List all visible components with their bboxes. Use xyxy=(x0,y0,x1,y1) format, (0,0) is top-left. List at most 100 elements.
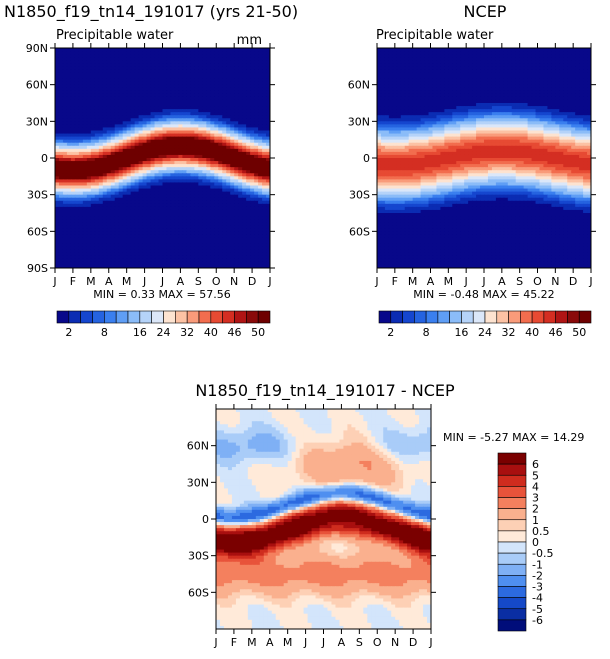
field-cell xyxy=(86,84,92,89)
field-cell xyxy=(178,209,184,214)
field-cell xyxy=(238,66,243,70)
field-cell xyxy=(86,66,92,70)
field-cell xyxy=(258,136,263,141)
field-cell xyxy=(246,228,251,232)
field-cell xyxy=(214,234,219,239)
field-cell xyxy=(146,133,152,138)
field-cell xyxy=(206,252,211,257)
field-cell xyxy=(186,139,191,144)
field-cell xyxy=(114,158,120,162)
field-cell xyxy=(150,219,156,223)
field-cell xyxy=(102,185,108,190)
field-cell xyxy=(182,246,187,251)
field-cell xyxy=(238,216,243,220)
field-cell xyxy=(250,197,255,202)
field-cell xyxy=(174,170,180,174)
field-cell xyxy=(106,161,112,165)
field-cell xyxy=(70,60,76,64)
field-cell xyxy=(174,258,180,263)
field-cell xyxy=(158,154,164,159)
field-cell xyxy=(122,206,128,211)
field-cell xyxy=(436,66,441,70)
field-cell xyxy=(404,87,410,92)
field-cell xyxy=(134,118,140,122)
field-cell xyxy=(242,158,247,162)
field-cell xyxy=(114,209,120,214)
field-cell xyxy=(118,161,124,165)
field-cell xyxy=(230,121,235,125)
field-cell xyxy=(142,103,148,107)
field-cell xyxy=(90,206,96,211)
field-cell xyxy=(186,103,191,107)
field-cell xyxy=(58,51,64,55)
field-cell xyxy=(262,246,267,251)
field-cell xyxy=(182,51,187,55)
field-cell xyxy=(392,96,398,101)
field-cell xyxy=(499,69,505,74)
field-cell xyxy=(106,154,112,159)
field-cell xyxy=(178,228,184,232)
field-cell xyxy=(86,194,92,199)
field-cell xyxy=(246,249,251,254)
field-cell xyxy=(142,225,148,229)
field-cell xyxy=(194,264,199,268)
field-cell xyxy=(94,154,100,159)
field-cell xyxy=(495,75,501,80)
field-cell xyxy=(190,264,195,268)
field-cell xyxy=(476,54,481,58)
field-cell xyxy=(126,124,132,129)
field-cell xyxy=(468,57,473,61)
field-cell xyxy=(234,109,239,113)
field-cell xyxy=(491,57,497,61)
field-cell xyxy=(126,72,132,77)
field-cell xyxy=(424,90,430,95)
field-cell xyxy=(98,158,104,162)
field-cell xyxy=(424,69,430,74)
x-tick-label: A xyxy=(177,275,185,288)
field-cell xyxy=(515,81,521,86)
field-cell xyxy=(242,133,247,138)
field-cell xyxy=(583,99,588,104)
field-cell xyxy=(138,258,144,263)
field-cell xyxy=(226,121,231,125)
field-cell xyxy=(266,84,270,89)
field-cell xyxy=(527,48,533,52)
field-cell xyxy=(408,51,414,55)
field-cell xyxy=(182,231,187,235)
field-cell xyxy=(246,182,251,187)
field-cell xyxy=(174,51,180,55)
field-cell xyxy=(250,136,255,141)
field-cell xyxy=(146,78,152,83)
field-cell xyxy=(94,182,100,187)
field-cell xyxy=(448,99,453,104)
field-cell xyxy=(206,231,211,235)
field-cell xyxy=(138,115,144,119)
field-cell xyxy=(118,258,124,263)
field-cell xyxy=(222,84,227,89)
field-cell xyxy=(246,130,251,135)
field-cell xyxy=(110,200,116,205)
field-cell xyxy=(198,148,203,153)
field-cell xyxy=(94,145,100,150)
field-cell xyxy=(82,84,88,89)
field-cell xyxy=(575,81,580,86)
field-cell xyxy=(82,99,88,104)
field-cell xyxy=(519,66,525,70)
field-cell xyxy=(158,139,164,144)
field-cell xyxy=(408,84,414,89)
field-cell xyxy=(114,136,120,141)
field-cell xyxy=(444,87,449,92)
field-cell xyxy=(62,142,68,147)
field-cell xyxy=(66,185,72,190)
field-cell xyxy=(503,75,509,80)
field-cell xyxy=(70,222,76,226)
field-cell xyxy=(66,209,72,214)
field-cell xyxy=(262,194,267,199)
field-cell xyxy=(55,51,60,55)
field-cell xyxy=(158,109,164,113)
field-cell xyxy=(206,124,211,129)
field-cell xyxy=(468,96,473,101)
field-cell xyxy=(170,115,176,119)
field-cell xyxy=(142,99,148,104)
field-cell xyxy=(456,63,461,67)
